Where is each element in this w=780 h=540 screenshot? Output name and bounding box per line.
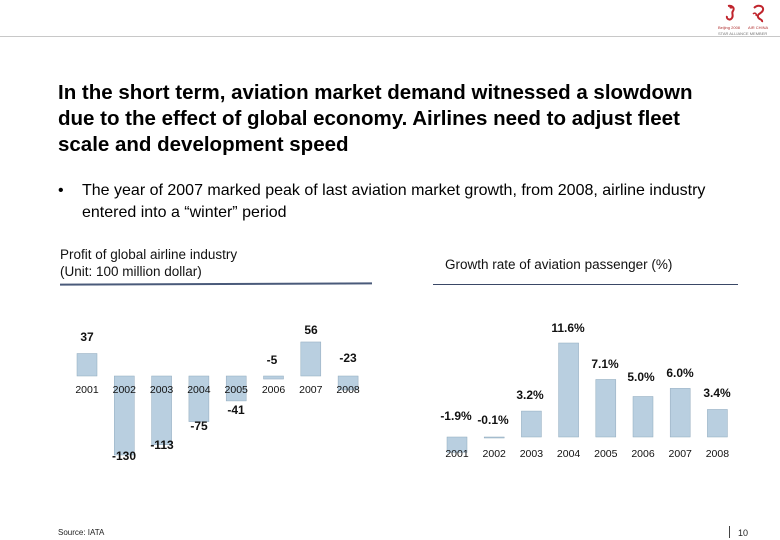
profit-tick-2003: 2003 [150,384,174,396]
growth-bar-2002 [483,436,505,439]
profit-tick-2008: 2008 [336,384,360,396]
growth-chart-title: Growth rate of aviation passenger (%) [445,257,673,272]
growth-bar-2008 [707,409,728,438]
growth-value-label-2007: 6.0% [666,366,694,380]
profit-value-label-2003: -113 [150,438,174,452]
growth-bar-2007 [669,388,691,438]
profit-value-label-2007: 56 [304,323,318,337]
page-number: 10 [738,528,749,538]
growth-value-label-2001: -1.9% [440,409,472,423]
profit-tick-2006: 2006 [262,384,286,396]
profit-bar-2004 [188,375,210,422]
growth-bar-2004 [558,342,579,438]
growth-bar-2005 [595,379,617,438]
growth-tick-2007: 2007 [669,448,693,460]
profit-value-label-2001: 37 [80,330,94,344]
slide-title: In the short term, aviation market deman… [58,81,693,156]
profit-bar-2006 [263,375,284,380]
header-logos: Beijing 2008 AIR CHINA STAR ALLIANCE MEM… [718,4,774,36]
profit-tick-2005: 2005 [225,384,249,396]
profit-tick-2001: 2001 [75,384,99,396]
growth-tick-2001: 2001 [445,448,469,460]
growth-tick-2003: 2003 [520,448,544,460]
profit-bar-2001 [76,353,98,377]
profit-bar-2003 [151,375,172,445]
profit-bar-2005 [225,375,247,402]
growth-bar-2001 [446,436,468,453]
growth-chart-title-rule [433,284,738,285]
olympic-emblem-icon [725,4,735,21]
profit-tick-2002: 2002 [113,384,137,396]
growth-bar-2006 [632,396,654,438]
olympic-logo-text: Beijing 2008 [718,25,741,30]
growth-tick-2006: 2006 [631,448,655,460]
profit-value-label-2006: -5 [267,353,278,367]
growth-bar-2003 [521,410,542,438]
growth-tick-2008: 2008 [706,448,730,460]
growth-value-label-2003: 3.2% [516,388,544,402]
page-number-separator [729,526,730,538]
growth-tick-2004: 2004 [557,448,581,460]
growth-tick-2002: 2002 [483,448,507,460]
bullet-text: The year of 2007 marked peak of last avi… [82,182,706,221]
growth-value-label-2002: -0.1% [477,413,509,427]
air-china-phoenix-icon [752,4,765,23]
header-divider [0,36,780,37]
growth-tick-2005: 2005 [594,448,618,460]
profit-bar-2002 [114,375,135,456]
profit-tick-2004: 2004 [187,384,211,396]
growth-value-label-2008: 3.4% [703,386,731,400]
profit-tick-2007: 2007 [299,384,323,396]
bullet-dot: • [58,182,64,199]
profit-value-label-2005: -41 [227,403,245,417]
profit-value-label-2004: -75 [190,419,208,433]
profit-bar-2008 [337,375,359,391]
airline-logo-text: AIR CHINA [748,25,769,30]
profit-value-label-2002: -130 [112,449,136,463]
growth-value-label-2005: 7.1% [591,357,619,371]
profit-bar-2007 [300,341,322,377]
profit-chart-title: Profit of global airline industry (Unit:… [60,247,238,279]
source-note: Source: IATA [58,528,105,537]
growth-value-label-2006: 5.0% [627,370,655,384]
profit-value-label-2008: -23 [339,351,357,365]
growth-value-label-2004: 11.6% [551,321,585,335]
logo-caption: STAR ALLIANCE MEMBER [718,31,768,36]
